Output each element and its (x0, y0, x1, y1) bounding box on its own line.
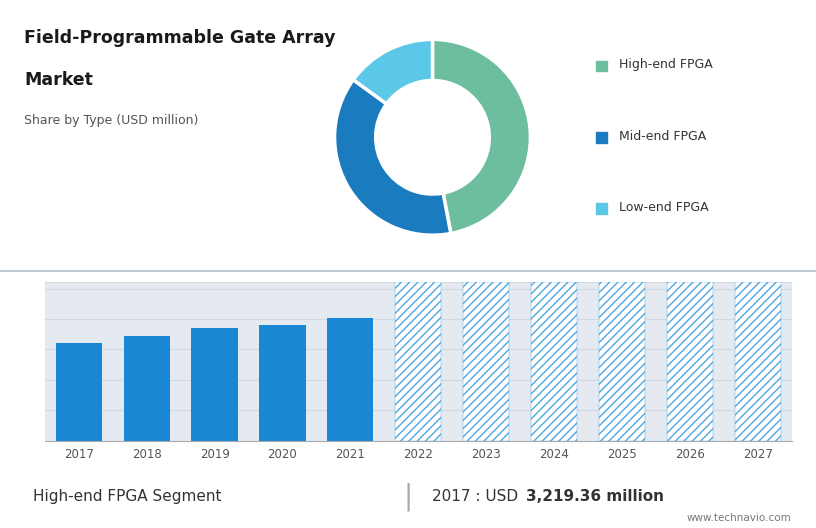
Text: 2017 : USD: 2017 : USD (432, 489, 524, 504)
Bar (259, 325, 305, 441)
Bar (734, 282, 781, 441)
Text: Mid-end FPGA: Mid-end FPGA (619, 130, 707, 143)
Text: Field-Programmable Gate Array: Field-Programmable Gate Array (24, 29, 336, 47)
Bar (667, 282, 713, 441)
Wedge shape (335, 80, 450, 235)
Text: Market: Market (24, 71, 93, 89)
Text: Low-end FPGA: Low-end FPGA (619, 201, 709, 214)
Wedge shape (353, 40, 432, 104)
Text: 3,219.36 million: 3,219.36 million (526, 489, 664, 504)
Text: High-end FPGA: High-end FPGA (619, 59, 713, 71)
Bar (531, 282, 577, 441)
Bar (123, 336, 170, 441)
Bar (327, 317, 374, 441)
Bar (599, 282, 645, 441)
Text: |: | (403, 482, 413, 511)
Text: High-end FPGA Segment: High-end FPGA Segment (33, 489, 221, 504)
Bar (463, 282, 509, 441)
Text: Share by Type (USD million): Share by Type (USD million) (24, 114, 199, 127)
Bar (55, 343, 102, 441)
Bar (395, 282, 441, 441)
Wedge shape (432, 40, 530, 233)
Text: www.technavio.com: www.technavio.com (687, 513, 792, 523)
Bar (192, 328, 237, 441)
